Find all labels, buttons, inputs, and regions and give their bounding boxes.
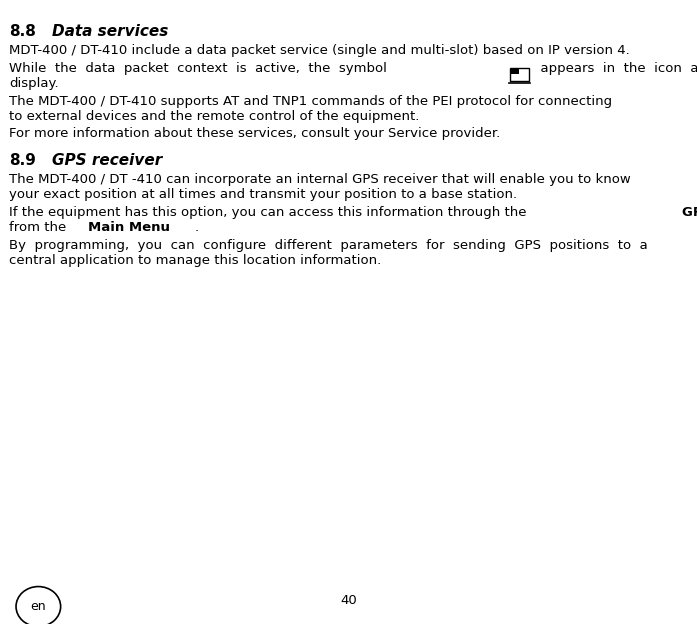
Text: 8.8: 8.8 — [9, 24, 36, 39]
Text: The MDT-400 / DT -410 can incorporate an internal GPS receiver that will enable : The MDT-400 / DT -410 can incorporate an… — [9, 173, 631, 187]
Bar — [510, 68, 529, 80]
Text: appears  in  the  icon  area  of  the: appears in the icon area of the — [532, 62, 697, 76]
Text: your exact position at all times and transmit your position to a base station.: your exact position at all times and tra… — [9, 188, 517, 202]
Text: 40: 40 — [340, 594, 357, 607]
Text: GPS info: GPS info — [682, 206, 697, 219]
Text: 8.9: 8.9 — [9, 153, 36, 168]
Text: If the equipment has this option, you can access this information through the: If the equipment has this option, you ca… — [9, 206, 531, 219]
Text: Main Menu: Main Menu — [89, 221, 170, 234]
Text: .: . — [194, 221, 199, 234]
Text: from the: from the — [9, 221, 70, 234]
Text: By  programming,  you  can  configure  different  parameters  for  sending  GPS : By programming, you can configure differ… — [9, 239, 648, 252]
Text: MDT-400 / DT-410 include a data packet service (single and multi-slot) based on : MDT-400 / DT-410 include a data packet s… — [9, 44, 630, 57]
Text: central application to manage this location information.: central application to manage this locat… — [9, 254, 381, 267]
Text: While  the  data  packet  context  is  active,  the  symbol: While the data packet context is active,… — [9, 62, 395, 76]
Text: en: en — [31, 600, 46, 613]
Text: GPS receiver: GPS receiver — [52, 153, 162, 168]
Text: The MDT-400 / DT-410 supports AT and TNP1 commands of the PEI protocol for conne: The MDT-400 / DT-410 supports AT and TNP… — [9, 95, 612, 108]
Text: to external devices and the remote control of the equipment.: to external devices and the remote contr… — [9, 110, 420, 123]
Text: Data services: Data services — [52, 24, 169, 39]
Text: display.: display. — [9, 77, 59, 90]
Bar — [511, 69, 519, 74]
Text: For more information about these services, consult your Service provider.: For more information about these service… — [9, 127, 500, 140]
